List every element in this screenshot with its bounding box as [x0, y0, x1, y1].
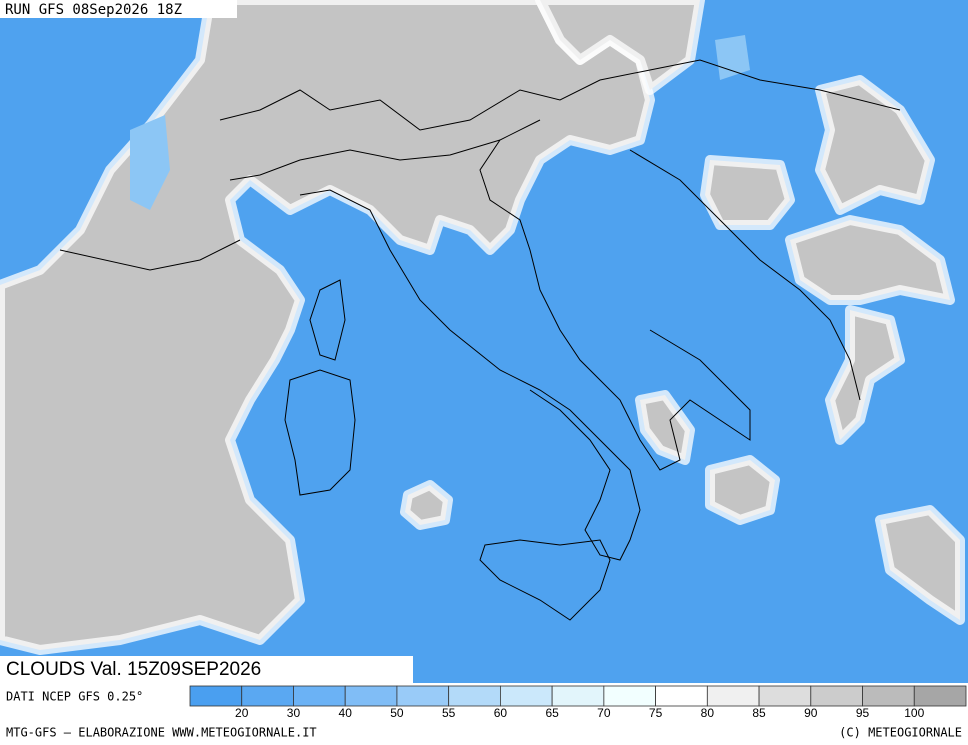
caption: CLOUDS Val. 15Z09SEP2026: [6, 659, 261, 680]
legend-swatch: [810, 685, 863, 707]
cloud-tyrrhenian: [400, 480, 453, 530]
color-legend: 20 30 40 50 55 60 65 70 75 80 85 90 95 100: [189, 685, 967, 720]
run-label: RUN GFS 08Sep2026 18Z: [5, 2, 182, 18]
sicily: [479, 539, 611, 621]
cloud-balkan-2: [815, 75, 935, 215]
legend-swatch: [603, 685, 656, 707]
legend-swatch: [706, 685, 760, 707]
legend-label: 75: [649, 706, 663, 720]
cloud-cover: [0, 0, 965, 655]
cloud-thin-1: [130, 115, 170, 210]
cloud-balkan-3: [785, 215, 955, 305]
legend-swatch: [189, 685, 243, 707]
legend-label: 55: [442, 706, 456, 720]
legend-swatch: [655, 685, 708, 707]
cloud-calabria: [635, 390, 695, 465]
legend-swatch: [448, 685, 501, 707]
credit-label: MTG-GFS — ELABORAZIONE WWW.METEOGIORNALE…: [6, 726, 317, 740]
alps-borders: [59, 59, 901, 401]
cloud-thin-2: [715, 35, 750, 80]
legend-swatch: [551, 685, 605, 707]
copyright-label: (C) METEOGIORNALE: [839, 726, 962, 740]
legend-label: 100: [904, 706, 924, 720]
legend-swatch: [499, 685, 553, 707]
legend-swatch: [293, 685, 346, 707]
italy-coast: [299, 119, 751, 561]
corsica: [309, 279, 346, 361]
cloud-ionian: [705, 455, 780, 525]
caption-box: [0, 656, 413, 684]
run-label-box: [0, 0, 237, 18]
legend-label: 30: [287, 706, 301, 720]
legend-label: 95: [856, 706, 870, 720]
legend-label: 50: [390, 706, 404, 720]
legend-swatch: [862, 685, 915, 707]
legend-swatch: [241, 685, 294, 707]
legend-label: 40: [339, 706, 353, 720]
cloud-balkan-1: [700, 155, 795, 230]
legend-swatch: [758, 685, 812, 707]
legend-label: 70: [597, 706, 611, 720]
source-label: DATI NCEP GFS 0.25°: [6, 690, 143, 704]
legend-label: 80: [701, 706, 715, 720]
legend-label: 90: [804, 706, 818, 720]
legend-label: 85: [752, 706, 766, 720]
legend-label: 60: [494, 706, 508, 720]
sardinia: [284, 369, 356, 496]
legend-label: 65: [545, 706, 559, 720]
legend-label: 20: [235, 706, 249, 720]
legend-swatch: [344, 685, 398, 707]
cloud-aegean: [875, 505, 965, 625]
cloud-greece: [825, 305, 905, 445]
legend-swatch: [396, 685, 450, 707]
legend-swatch: [913, 685, 967, 707]
borders: [59, 59, 901, 621]
